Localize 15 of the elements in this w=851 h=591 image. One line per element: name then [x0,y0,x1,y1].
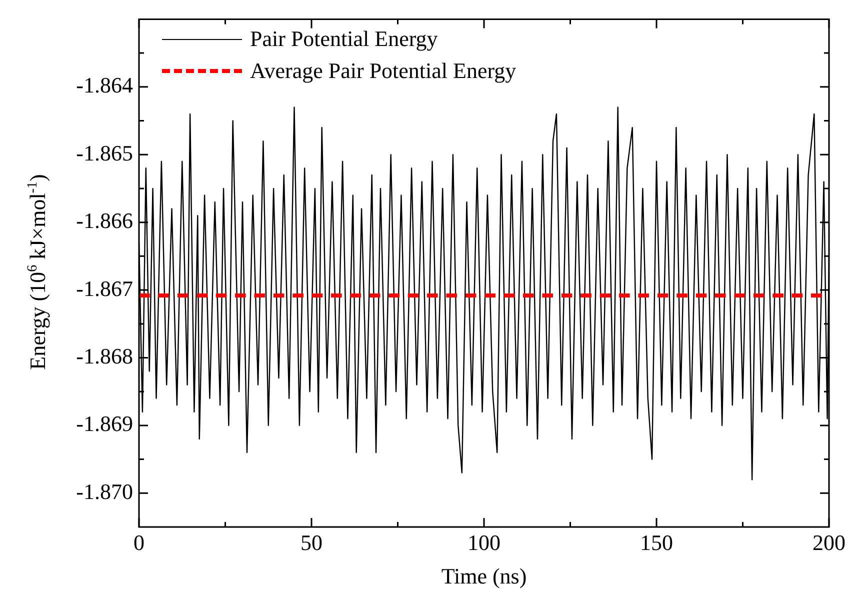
y-tick-label: -1.867 [76,276,133,301]
x-axis-title: Time (ns) [441,564,527,589]
legend-label: Pair Potential Energy [250,26,438,52]
x-tick-label: 50 [300,530,322,555]
x-tick-label: 200 [812,530,846,555]
y-tick-label: -1.864 [76,72,133,98]
y-tick-label: -1.866 [76,208,133,234]
y-tick-label: -1.865 [76,140,133,166]
legend-label: Average Pair Potential Energy [250,58,516,84]
y-tick-label: -1.868 [76,344,133,369]
x-tick-label: 150 [640,530,673,555]
y-tick-label: -1.869 [76,411,133,436]
x-tick-label: 0 [134,530,144,555]
x-tick-label: 100 [468,530,500,555]
y-tick-label: -1.870 [76,478,133,504]
